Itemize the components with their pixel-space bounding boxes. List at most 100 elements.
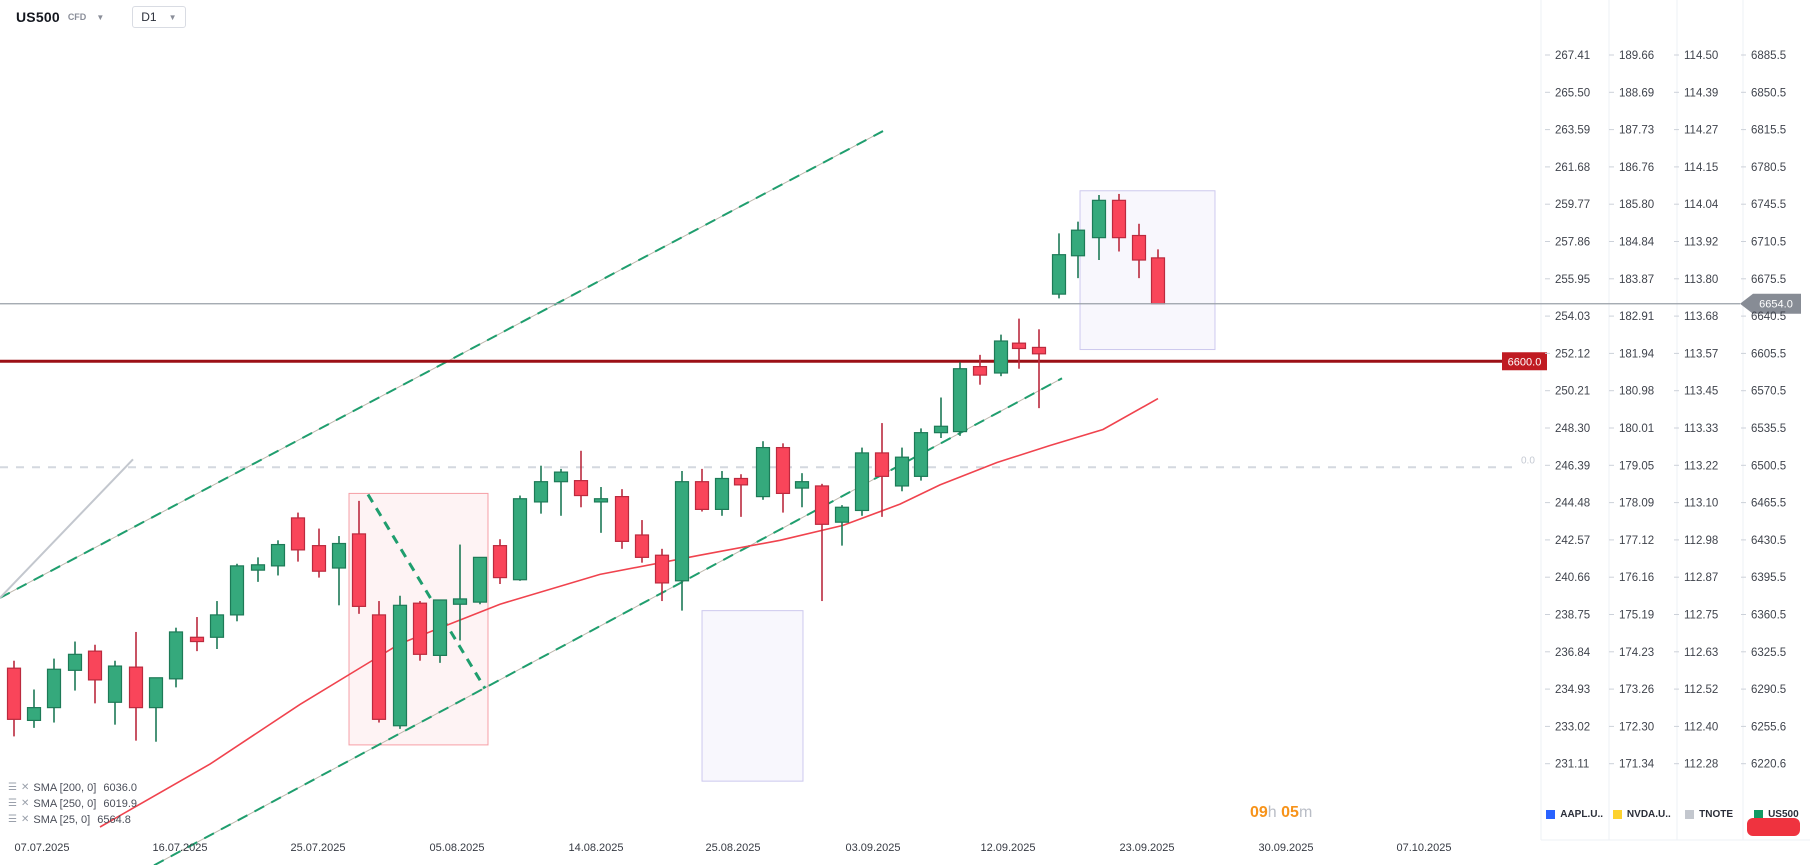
axis-price-label[interactable]: 184.84: [1619, 237, 1655, 249]
indicator-remove-icon[interactable]: ✕: [20, 798, 30, 809]
axis-price-label[interactable]: 113.92: [1684, 237, 1718, 249]
date-axis-label[interactable]: 30.09.2025: [1258, 842, 1313, 854]
axis-price-label[interactable]: 6360.5: [1751, 610, 1786, 622]
axis-price-label[interactable]: 6220.6: [1751, 759, 1786, 771]
axis-price-label[interactable]: 180.01: [1619, 423, 1654, 435]
axis-price-label[interactable]: 6815.5: [1751, 125, 1786, 137]
date-axis-label[interactable]: 16.07.2025: [152, 842, 207, 854]
axis-price-label[interactable]: 112.63: [1684, 647, 1718, 659]
axis-price-label[interactable]: 6745.5: [1751, 199, 1786, 211]
axis-price-label[interactable]: 236.84: [1555, 647, 1591, 659]
axis-price-label[interactable]: 171.34: [1619, 759, 1655, 771]
axis-price-label[interactable]: 113.68: [1684, 311, 1718, 323]
indicator-settings-icon[interactable]: ☰: [8, 782, 17, 793]
date-axis-label[interactable]: 12.09.2025: [980, 842, 1035, 854]
axis-price-label[interactable]: 112.87: [1684, 572, 1718, 584]
axis-price-label[interactable]: 263.59: [1555, 125, 1590, 137]
channel-trendline[interactable]: [0, 130, 884, 599]
axis-price-label[interactable]: 246.39: [1555, 460, 1590, 472]
indicator-settings-icon[interactable]: ☰: [8, 814, 17, 825]
axis-price-label[interactable]: 112.52: [1684, 684, 1718, 696]
axis-price-label[interactable]: 112.40: [1684, 721, 1718, 733]
axis-price-label[interactable]: 112.98: [1684, 535, 1718, 547]
axis-price-label[interactable]: 112.75: [1684, 610, 1718, 622]
indicator-remove-icon[interactable]: ✕: [20, 814, 30, 825]
timeframe-dropdown[interactable]: D1 ▼: [132, 6, 186, 28]
axis-price-label[interactable]: 112.28: [1684, 759, 1718, 771]
date-axis-label[interactable]: 07.10.2025: [1396, 842, 1451, 854]
breakdown-trendline[interactable]: [366, 493, 487, 690]
indicator-settings-icon[interactable]: ☰: [8, 798, 17, 809]
axis-price-label[interactable]: 186.76: [1619, 162, 1654, 174]
axis-price-label[interactable]: 250.21: [1555, 386, 1590, 398]
symbol-label[interactable]: US500: [16, 9, 60, 25]
axis-price-label[interactable]: 187.73: [1619, 125, 1654, 137]
axis-price-label[interactable]: 181.94: [1619, 348, 1655, 360]
axis-price-label[interactable]: 180.98: [1619, 386, 1654, 398]
axis-price-label[interactable]: 113.33: [1684, 423, 1718, 435]
axis-price-label[interactable]: 255.95: [1555, 274, 1590, 286]
axis-price-label[interactable]: 6885.5: [1751, 50, 1786, 62]
axis-price-label[interactable]: 240.66: [1555, 572, 1590, 584]
axis-price-label[interactable]: 242.57: [1555, 535, 1590, 547]
axis-price-label[interactable]: 234.93: [1555, 684, 1590, 696]
axis-price-label[interactable]: 6570.5: [1751, 386, 1786, 398]
legend-item-nvda[interactable]: NVDA.U..: [1608, 800, 1675, 828]
channel-trendline[interactable]: [153, 377, 1063, 865]
axis-price-label[interactable]: 113.22: [1684, 460, 1718, 472]
axis-price-label[interactable]: 252.12: [1555, 348, 1590, 360]
axis-price-label[interactable]: 6605.5: [1751, 348, 1786, 360]
axis-price-label[interactable]: 188.69: [1619, 87, 1654, 99]
axis-price-label[interactable]: 114.15: [1684, 162, 1718, 174]
axis-price-label[interactable]: 244.48: [1555, 498, 1590, 510]
axis-price-label[interactable]: 114.04: [1684, 199, 1719, 211]
date-axis-label[interactable]: 03.09.2025: [845, 842, 900, 854]
axis-price-label[interactable]: 114.27: [1684, 125, 1718, 137]
legend-item-aapl[interactable]: AAPL.U..: [1541, 800, 1608, 828]
axis-price-label[interactable]: 254.03: [1555, 311, 1590, 323]
axis-price-label[interactable]: 233.02: [1555, 721, 1590, 733]
axis-price-label[interactable]: 6535.5: [1751, 423, 1786, 435]
axis-price-label[interactable]: 257.86: [1555, 237, 1590, 249]
axis-price-label[interactable]: 173.26: [1619, 684, 1654, 696]
indicator-remove-icon[interactable]: ✕: [20, 782, 30, 793]
date-axis-label[interactable]: 05.08.2025: [429, 842, 484, 854]
axis-price-label[interactable]: 6255.6: [1751, 721, 1786, 733]
axis-price-label[interactable]: 113.10: [1684, 498, 1718, 510]
axis-price-label[interactable]: 179.05: [1619, 460, 1654, 472]
axis-price-label[interactable]: 178.09: [1619, 498, 1654, 510]
axis-price-label[interactable]: 6500.5: [1751, 460, 1786, 472]
axis-price-label[interactable]: 248.30: [1555, 423, 1590, 435]
axis-price-label[interactable]: 114.50: [1684, 50, 1718, 62]
axis-price-label[interactable]: 183.87: [1619, 274, 1654, 286]
sma25-line[interactable]: [99, 397, 1159, 828]
symbol-caret-icon[interactable]: ▼: [96, 12, 105, 22]
date-axis-label[interactable]: 25.07.2025: [290, 842, 345, 854]
axis-price-label[interactable]: 189.66: [1619, 50, 1654, 62]
axis-price-label[interactable]: 6850.5: [1751, 87, 1786, 99]
axis-price-label[interactable]: 177.12: [1619, 535, 1654, 547]
axis-price-label[interactable]: 172.30: [1619, 721, 1654, 733]
legend-item-tnote[interactable]: TNOTE: [1676, 800, 1743, 828]
axis-price-label[interactable]: 113.80: [1684, 274, 1718, 286]
axis-price-label[interactable]: 6780.5: [1751, 162, 1786, 174]
legend-item-us500[interactable]: US500: [1743, 800, 1810, 828]
axis-price-label[interactable]: 182.91: [1619, 311, 1654, 323]
axis-price-label[interactable]: 175.19: [1619, 610, 1654, 622]
axis-price-label[interactable]: 238.75: [1555, 610, 1590, 622]
axis-price-label[interactable]: 6290.5: [1751, 684, 1786, 696]
axis-price-label[interactable]: 6640.5: [1751, 311, 1786, 323]
date-axis-label[interactable]: 23.09.2025: [1119, 842, 1174, 854]
axis-price-label[interactable]: 113.45: [1684, 386, 1718, 398]
axis-price-label[interactable]: 265.50: [1555, 87, 1590, 99]
axis-price-label[interactable]: 267.41: [1555, 50, 1590, 62]
gray-trendline[interactable]: [0, 458, 134, 599]
axis-price-label[interactable]: 6710.5: [1751, 237, 1786, 249]
axis-price-label[interactable]: 6465.5: [1751, 498, 1786, 510]
date-axis-label[interactable]: 07.07.2025: [14, 842, 69, 854]
axis-price-label[interactable]: 231.11: [1555, 759, 1589, 771]
axis-price-label[interactable]: 6325.5: [1751, 647, 1786, 659]
axis-price-label[interactable]: 185.80: [1619, 199, 1654, 211]
axis-price-label[interactable]: 174.23: [1619, 647, 1654, 659]
